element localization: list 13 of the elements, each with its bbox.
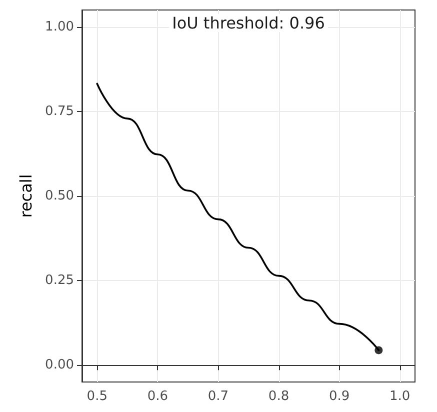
y-tick-label: 0.00	[45, 358, 74, 373]
y-tick-label: 1.00	[45, 19, 74, 34]
y-tick-label: 0.25	[45, 273, 74, 288]
y-axis-title: recall	[16, 174, 36, 218]
x-tick-label: 0.7	[208, 389, 229, 404]
x-tick-label: 0.9	[328, 389, 350, 404]
x-tick-label: 0.6	[147, 389, 168, 404]
y-tick-label: 0.75	[45, 104, 74, 119]
x-tick-label: 1.0	[390, 389, 410, 404]
x-tick-label: 0.5	[86, 389, 108, 404]
x-tick-label: 0.8	[268, 389, 290, 404]
y-tick-label: 0.50	[45, 188, 74, 204]
annotation: IoU threshold: 0.96	[172, 14, 325, 32]
